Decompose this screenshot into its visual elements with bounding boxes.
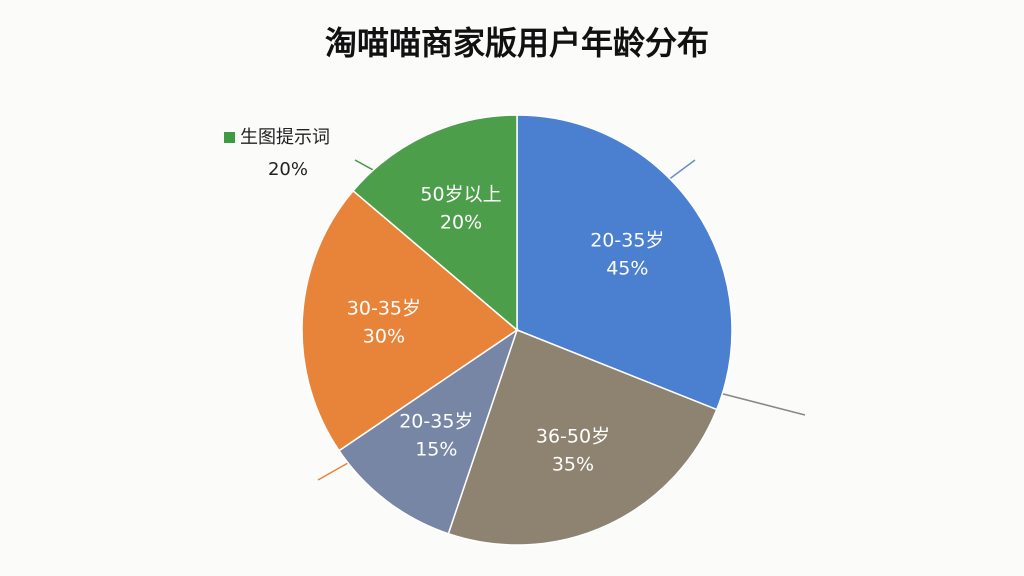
slice-label: 36-50岁 <box>536 425 610 447</box>
legend-value: 20% <box>268 159 308 180</box>
slice-label: 30-35岁 <box>347 297 421 319</box>
slice-value: 20% <box>440 212 482 234</box>
legend-swatch <box>224 132 235 143</box>
pie-slice <box>447 329 718 546</box>
pie-slice <box>352 114 518 332</box>
chart-title: 淘喵喵商家版用户年龄分布 <box>325 24 709 62</box>
slice-label: 20-35岁 <box>590 230 664 252</box>
slice-value: 15% <box>415 439 457 461</box>
pie-slice <box>301 189 519 452</box>
pie-slice <box>516 114 733 411</box>
slice-label: 20-35岁 <box>399 411 473 433</box>
slice-value: 45% <box>606 258 648 280</box>
legend-label: 生图提示词 <box>240 127 330 148</box>
slice-label: 50岁以上 <box>420 184 501 206</box>
slice-value: 30% <box>363 325 405 347</box>
slice-value: 35% <box>552 453 594 475</box>
pie-slice <box>338 328 519 535</box>
